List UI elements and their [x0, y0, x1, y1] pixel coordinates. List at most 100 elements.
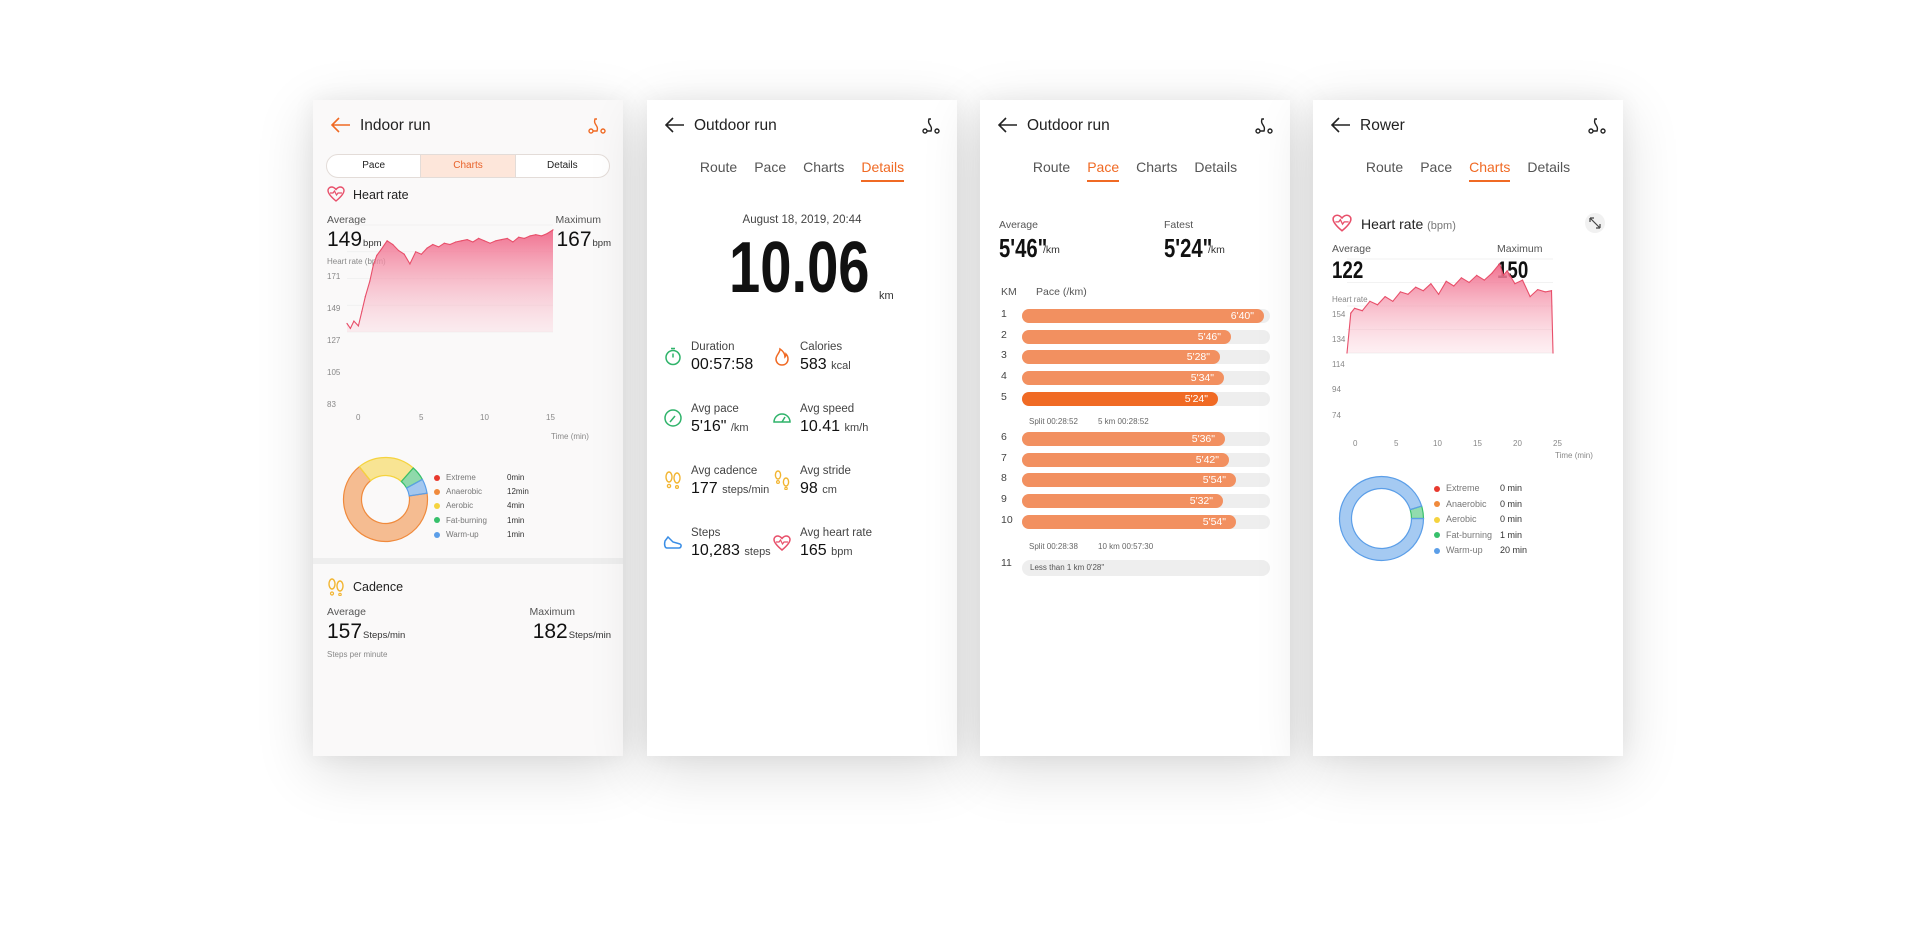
back-arrow-icon[interactable] [331, 117, 351, 133]
pace-bar: 5'24" [1022, 391, 1218, 406]
zone-duration: 0 min [1500, 483, 1523, 493]
stat-avg-pace: Avg pace 5'16" /km [691, 403, 749, 436]
data-point [541, 235, 543, 237]
header: Outdoor run [980, 100, 1290, 150]
stat-avg-heart-rate: Avg heart rate 165 bpm [800, 527, 872, 560]
pace-bar-track: 5'42" [1022, 452, 1270, 467]
stat-unit: bpm [831, 546, 853, 558]
tab-details[interactable]: Details [547, 160, 578, 171]
footprints-icon [328, 578, 344, 596]
zone-legend-item: Extreme 0 min [1434, 483, 1560, 493]
tab-charts[interactable]: Charts [1136, 159, 1178, 175]
x-tick: 15 [1473, 439, 1482, 448]
y-tick: 127 [327, 336, 341, 345]
zone-legend-item: Anaerobic 12min [434, 487, 567, 496]
data-point [506, 237, 508, 239]
heart-rate-title: Heart rate (bpm) [1361, 216, 1456, 232]
tab-pace[interactable]: Pace [1087, 159, 1120, 182]
heart-rate-icon [1332, 214, 1352, 232]
stat-unit: km/h [844, 422, 869, 434]
stat-value: 10,283 steps [691, 542, 771, 559]
data-point [1499, 263, 1501, 265]
route-map-icon[interactable] [1587, 115, 1607, 135]
km-number: 5 [1001, 390, 1007, 403]
tab-pace[interactable]: Pace [1420, 159, 1453, 175]
back-arrow-icon[interactable] [1331, 117, 1351, 133]
tab-charts[interactable]: Charts [1469, 159, 1511, 182]
stat-value: 98 cm [800, 480, 837, 497]
data-point [361, 310, 363, 312]
data-point [500, 239, 503, 241]
tab-route[interactable]: Route [1365, 159, 1404, 175]
zone-name: Warm-up [446, 529, 479, 539]
data-point [1453, 285, 1455, 287]
tab-details[interactable]: Details [1194, 159, 1238, 175]
pace-bar: 5'34" [1022, 371, 1224, 386]
data-point [489, 242, 491, 244]
route-map-icon[interactable] [1254, 115, 1274, 135]
zone-color-dot [434, 474, 440, 481]
data-point [403, 253, 405, 255]
zone-color-dot [434, 517, 440, 524]
tab-charts[interactable]: Charts [421, 155, 516, 177]
pace-bar-track: 5'32" [1022, 494, 1270, 509]
pace-bar: 5'46" [1022, 329, 1231, 344]
stopwatch-icon [665, 347, 681, 366]
tab-pace[interactable]: Pace [754, 159, 787, 175]
data-point [386, 240, 388, 242]
stat-avg-cadence: Avg cadence 177 steps/min [691, 465, 769, 498]
pace-bar-track: 5'54" [1022, 473, 1270, 488]
average-label: Average [327, 606, 366, 618]
pace-bar: 6'40" [1022, 309, 1264, 323]
stat-label: Calories [800, 341, 843, 353]
split-1-time: Split 00:28:52 [1029, 417, 1078, 426]
stat-unit: /km [730, 422, 749, 434]
heart-rate-title: Heart rate [353, 188, 409, 202]
stat-unit: steps/min [722, 484, 770, 496]
speedometer-icon [773, 413, 791, 423]
average-pace-unit: /km [1043, 244, 1060, 256]
data-point [1392, 300, 1394, 302]
segment-tabs: Pace Charts Details [326, 154, 610, 178]
zone-color-dot [1434, 532, 1440, 539]
tab-details[interactable]: Details [1527, 159, 1571, 175]
data-point [1369, 300, 1371, 302]
tab-bar: Route Pace Charts Details [980, 159, 1290, 182]
maximum-unit: Steps/min [568, 630, 611, 641]
average-label: Average [999, 219, 1038, 231]
route-map-icon[interactable] [921, 115, 941, 135]
data-point [1438, 293, 1440, 295]
x-tick: 10 [1433, 439, 1442, 448]
expand-chart-button[interactable] [1585, 213, 1605, 233]
tab-route[interactable]: Route [1032, 159, 1071, 175]
data-point [1415, 286, 1417, 288]
back-arrow-icon[interactable] [665, 117, 685, 133]
zone-legend-item: Fat-burning 1min [434, 516, 567, 525]
tab-bar: Route Pace Charts Details [1313, 159, 1623, 182]
data-point [535, 234, 537, 236]
data-point [1550, 290, 1553, 292]
data-point [443, 242, 445, 244]
distance-unit: km [879, 290, 894, 302]
km-number: 7 [1001, 451, 1007, 464]
data-point [1422, 290, 1424, 292]
stat-label: Steps [691, 527, 721, 539]
stat-label: Avg stride [800, 465, 851, 477]
data-point [466, 239, 468, 241]
zone-name: Fat-burning [446, 515, 487, 525]
stat-steps: Steps 10,283 steps [691, 527, 771, 560]
stat-unit: cm [822, 484, 837, 496]
zone-legend-item: Warm-up 1min [434, 530, 567, 539]
zone-legend-item: Extreme 0min [434, 473, 567, 482]
tab-charts[interactable]: Charts [803, 159, 845, 175]
tab-pace[interactable]: Pace [327, 155, 422, 177]
route-map-icon[interactable] [587, 115, 607, 135]
tab-route[interactable]: Route [699, 159, 738, 175]
data-point [1544, 291, 1546, 293]
data-point [1506, 270, 1508, 272]
tab-details[interactable]: Details [861, 159, 905, 182]
data-point [1445, 280, 1447, 282]
zone-color-dot [1434, 547, 1440, 554]
footprints-icon [665, 471, 681, 490]
back-arrow-icon[interactable] [998, 117, 1018, 133]
